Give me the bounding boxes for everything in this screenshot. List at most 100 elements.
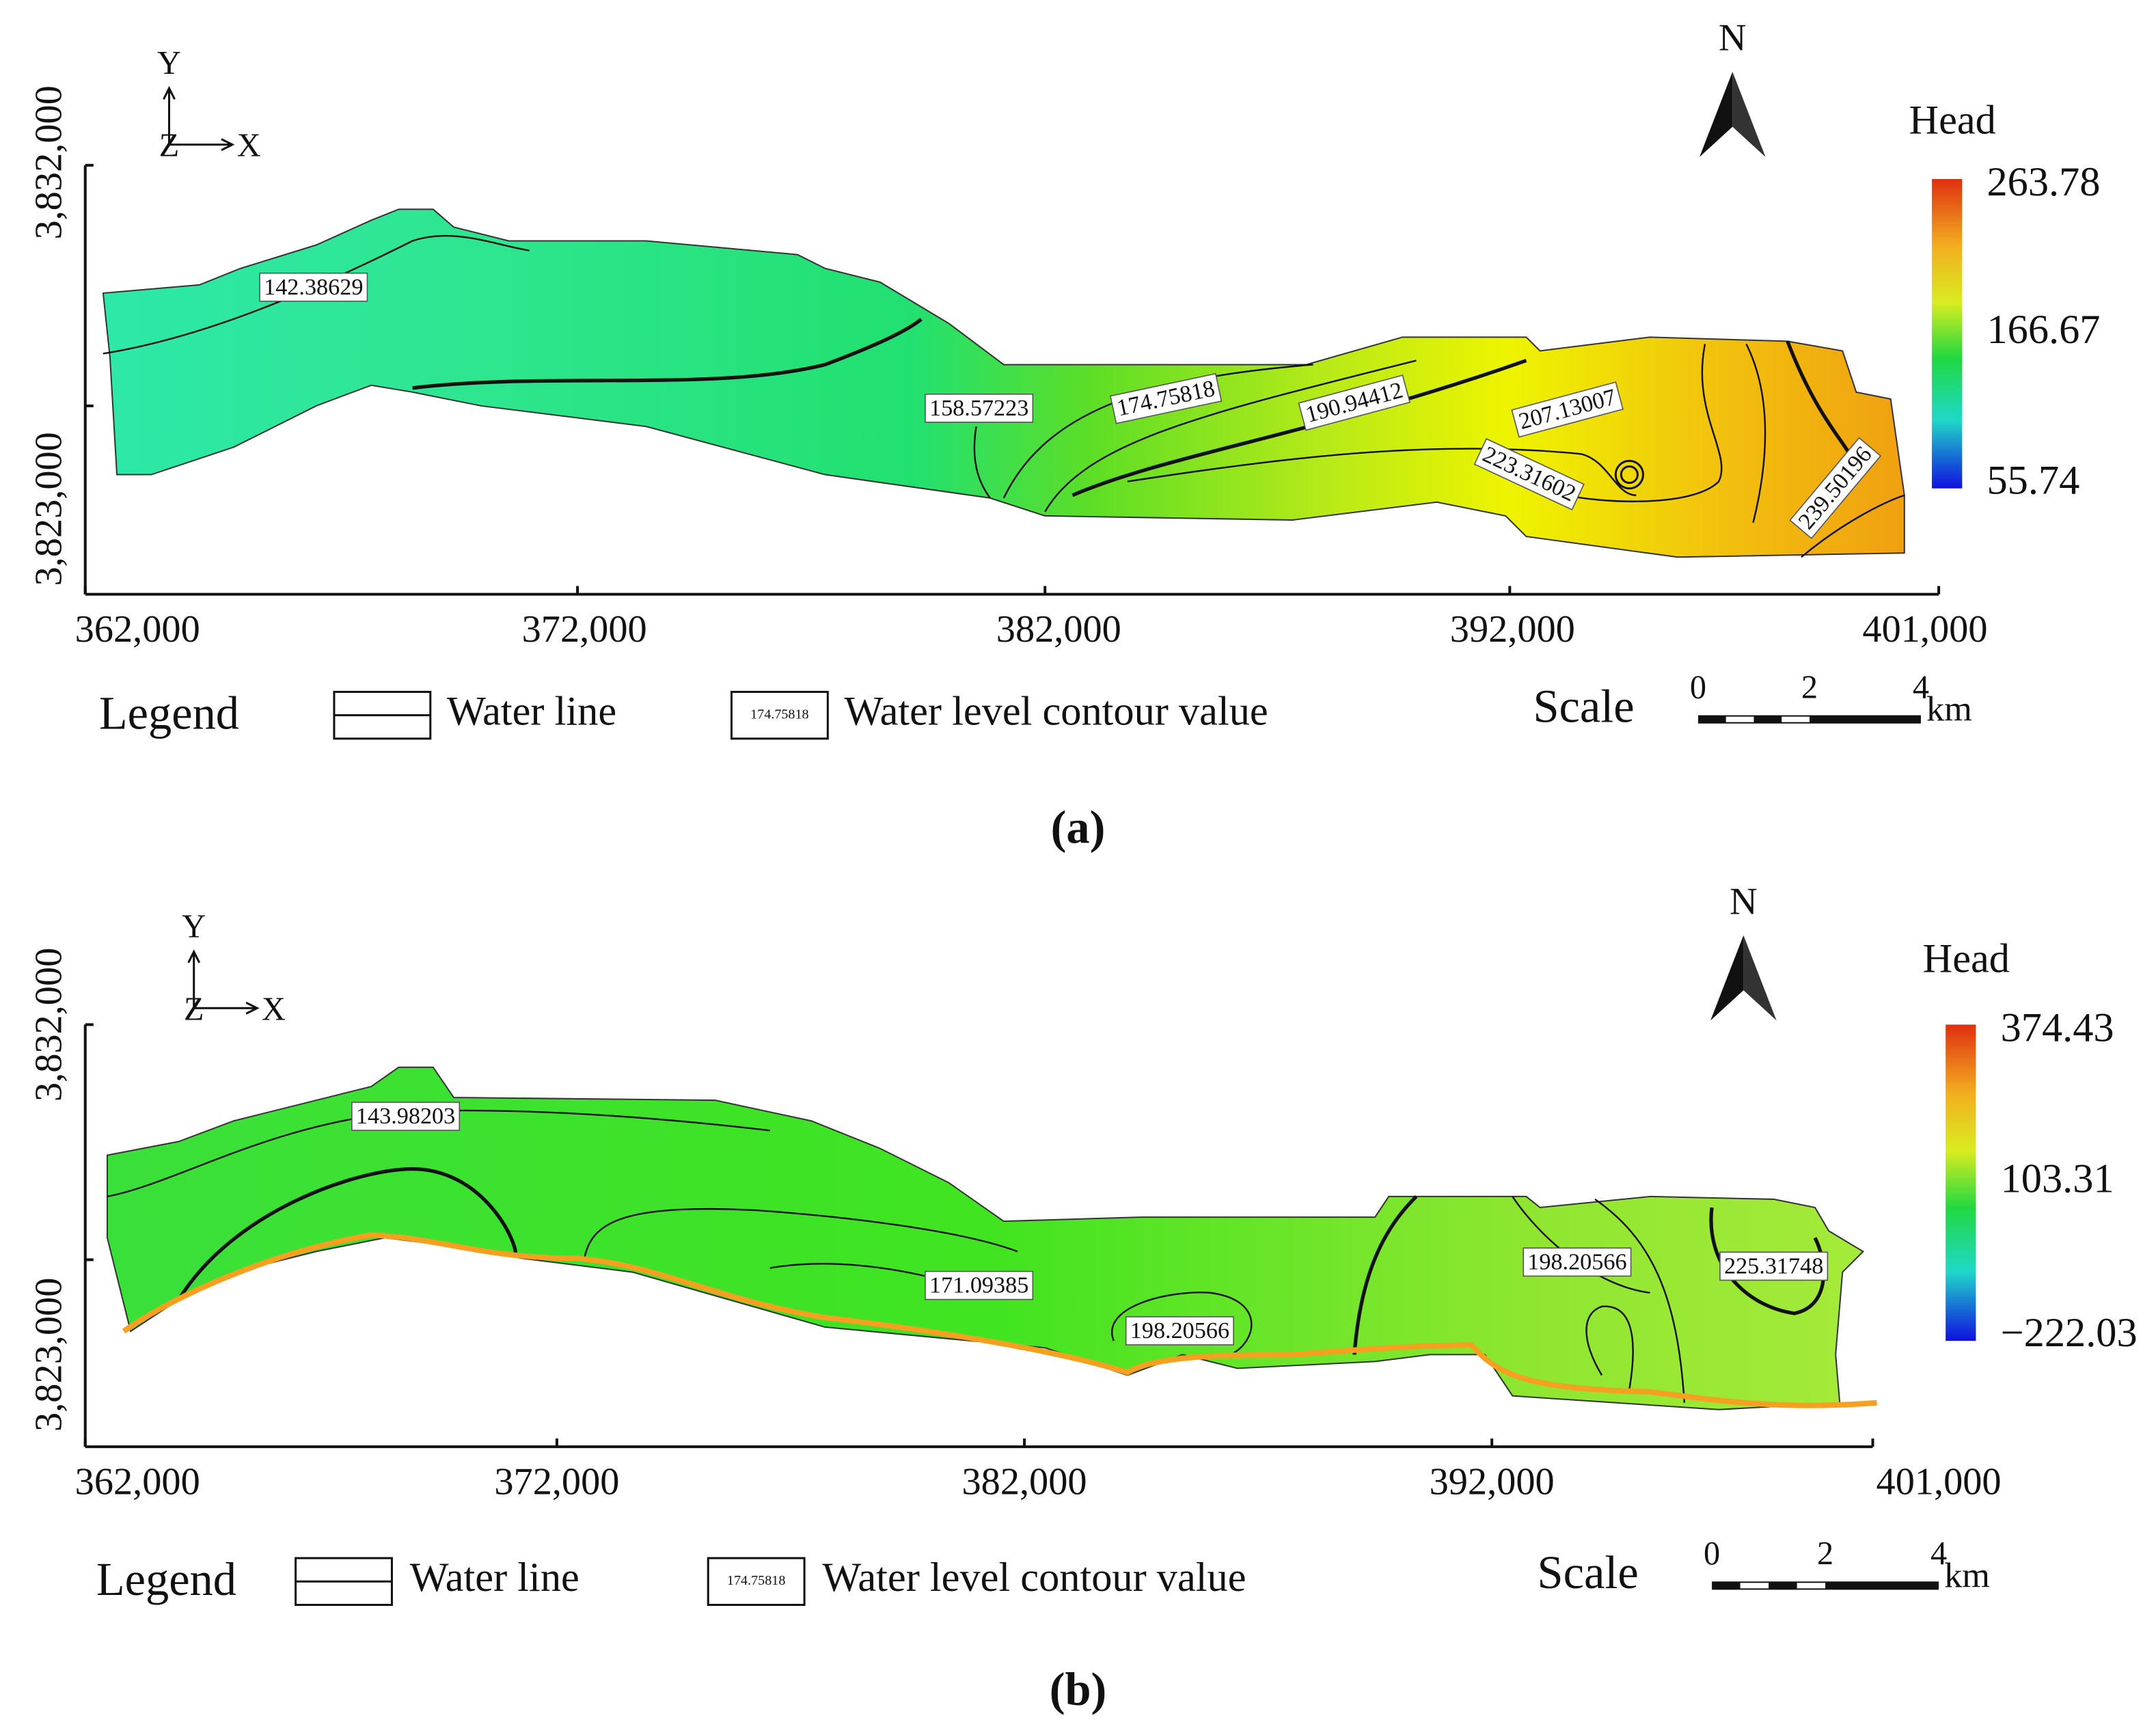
contour-label: 158.57223 [925,394,1034,423]
contour-label-text: 158.57223 [929,396,1028,421]
contour-label-text: 142.38629 [264,275,363,300]
scale-tick: 2 [1801,670,1818,706]
contour-line [1111,1292,1253,1356]
contour-label-box [351,1102,461,1131]
colorbar-min: 55.74 [1987,457,2080,503]
scale-title: Scale [1538,1546,1639,1598]
contour-label-box [1523,1247,1632,1277]
panel-caption: (b) [1050,1663,1107,1715]
contour-label-box [1789,437,1882,539]
axis-glyph-y: Y [182,909,206,945]
scale-bar-gap [1725,716,1754,722]
legend-label-swatch [707,1557,806,1607]
north-arrow [1699,71,1733,157]
x-tick-label: 362,000 [75,608,200,651]
x-tick-label: 401,000 [1877,1460,2002,1503]
contour-line [412,318,923,390]
axis-glyph-arrows [187,949,260,1015]
legend-line-label: Water line [410,1555,579,1600]
panel-caption: (a) [1051,801,1106,853]
contour-label: 198.20566 [1523,1247,1632,1277]
y-tick-label: 3,823,000 [27,432,70,586]
contour-line [1352,1195,1418,1355]
contour-label-box [1511,381,1624,438]
axis-glyph-z: Z [159,128,180,164]
contour-line [1567,344,1723,502]
contour-label-box [1473,438,1585,510]
scale-bar-gap [1740,1583,1769,1589]
legend-line-label: Water line [447,689,616,735]
x-tick-label: 382,000 [961,1460,1087,1503]
north-arrow [1710,935,1744,1021]
scale-title: Scale [1533,680,1635,732]
contour-label: 142.38629 [259,272,368,302]
contour-line [973,426,991,499]
x-tick-label: 392,000 [1430,1460,1555,1503]
colorbar [1932,178,1963,489]
north-arrow [1743,935,1777,1021]
contour-line [1786,340,1851,455]
contour-label-box [1109,372,1223,424]
scale-bar-gap [1797,1583,1826,1589]
colorbar-title: Head [1909,97,1996,143]
x-tick-label: 392,000 [1450,608,1575,651]
colorbar-min: −222.03 [2001,1310,2138,1356]
axis-glyph-y: Y [157,45,181,81]
contour-label-box [1719,1251,1829,1281]
legend-label-swatch [730,690,829,740]
contour-label-box [259,272,368,302]
north-label: N [1719,17,1747,59]
contour-line [177,1167,518,1301]
legend-label-sample: 174.75818 [727,1573,785,1588]
scale-bar-gap [1782,716,1810,722]
contour-line [1614,459,1644,490]
contour-label-box [1298,374,1411,431]
colorbar-max: 374.43 [2001,1005,2114,1050]
contour-label: 225.31748 [1719,1251,1829,1281]
x-tick-label: 372,000 [494,1460,619,1503]
legend-label-label: Water level contour value [822,1555,1246,1600]
axis-glyph-x: X [262,991,286,1027]
y-tick-label: 3,832,000 [27,85,70,239]
legend-title: Legend [99,687,239,739]
model-domain [102,208,1905,558]
contour-label-text: 143.98203 [356,1104,455,1129]
contour-label-box [1125,1316,1234,1346]
scale-tick: 0 [1690,670,1706,706]
colorbar-title: Head [1923,936,2010,982]
colorbar-mid: 103.31 [2001,1156,2114,1202]
y-tick-label: 3,832,000 [27,948,70,1102]
contour-label: 198.20566 [1125,1316,1234,1346]
axis-glyph-arrows [163,85,235,152]
axis-glyph-x: X [237,128,261,164]
contour-line [1002,364,1313,499]
colorbar-max: 263.78 [1987,159,2101,205]
scale-unit: km [1944,1555,1990,1595]
contour-line [1585,1305,1634,1389]
legend-title: Legend [96,1553,236,1605]
x-tick-label: 401,000 [1862,608,1987,651]
contour-label-text: 171.09385 [929,1273,1028,1298]
x-tick-label: 382,000 [996,608,1121,651]
river-line [122,1232,1877,1408]
north-arrow [1732,71,1766,157]
legend-label-label: Water level contour value [844,689,1268,735]
x-tick-label: 372,000 [522,608,647,651]
contour-line [1072,359,1527,497]
y-tick-label: 3,823,000 [27,1278,70,1432]
contour-line [1620,465,1639,485]
scale-tick: 4 [1930,1536,1947,1572]
scale-tick: 0 [1704,1536,1720,1572]
colorbar-mid: 166.67 [1987,307,2101,353]
contour-label: 171.09385 [925,1270,1034,1300]
contour-label-text: 225.31748 [1724,1253,1823,1279]
contour-line [1594,1198,1686,1403]
axis-glyph-z: Z [184,991,204,1027]
scale-unit: km [1926,690,1972,729]
colorbar [1946,1024,1976,1341]
contour-line [1801,494,1905,558]
north-label: N [1730,880,1758,923]
contour-line [583,1207,1018,1259]
